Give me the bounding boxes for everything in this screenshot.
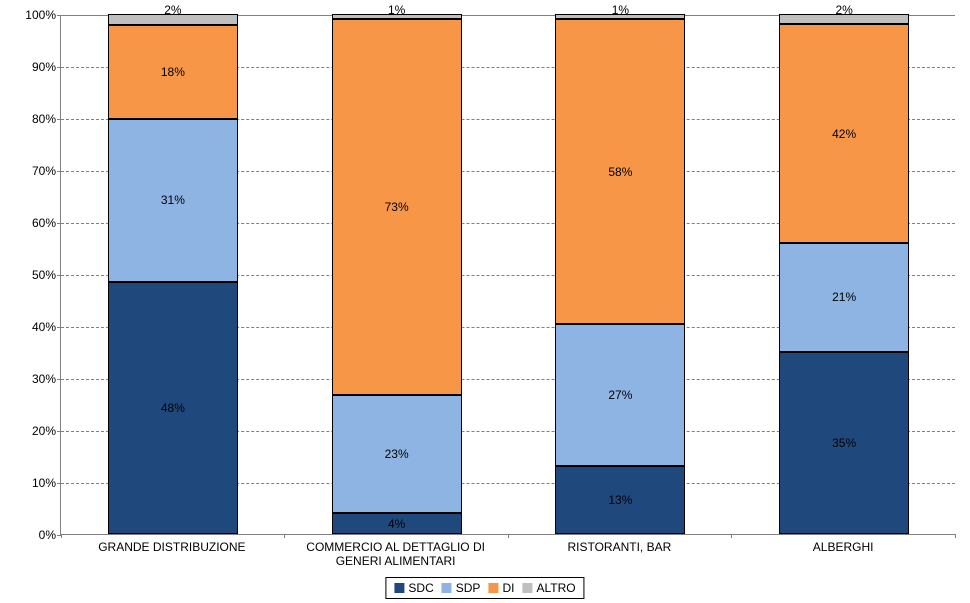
bar-group: 35% 21% 42% 2% xyxy=(779,14,909,534)
bar-segment-sdp: 31% xyxy=(108,119,238,282)
legend-label: DI xyxy=(502,581,514,595)
y-tick xyxy=(57,431,61,432)
y-axis-label: 30% xyxy=(32,372,56,386)
legend-swatch xyxy=(522,583,532,593)
x-tick xyxy=(731,534,732,538)
plot-area: 48% 31% 18% 2% 4% 23% 73% 1% 13% 27% 58% 1% 35% 21% 42… xyxy=(60,15,955,535)
bar-segment-sdp: 23% xyxy=(332,395,462,513)
x-axis-label: ALBERGHI xyxy=(731,540,955,554)
bar-segment-label: 13% xyxy=(556,493,684,507)
bar-segment-label: 35% xyxy=(780,436,908,450)
y-axis-label: 60% xyxy=(32,216,56,230)
bar-segment-label: 48% xyxy=(109,401,237,415)
bar-segment-label: 42% xyxy=(780,127,908,141)
bar-group: 4% 23% 73% 1% xyxy=(332,14,462,534)
y-tick xyxy=(57,171,61,172)
y-axis-label: 90% xyxy=(32,60,56,74)
stacked-bar-chart: 48% 31% 18% 2% 4% 23% 73% 1% 13% 27% 58% 1% 35% 21% 42… xyxy=(0,0,970,603)
bar-segment-label: 23% xyxy=(333,447,461,461)
bar-segment-di: 42% xyxy=(779,24,909,242)
x-tick xyxy=(955,534,956,538)
bar-segment-label: 1% xyxy=(556,3,684,17)
legend-swatch xyxy=(488,583,498,593)
legend-item-sdp: SDP xyxy=(442,581,481,595)
bar-segment-di: 58% xyxy=(555,19,685,324)
x-axis-label: COMMERCIO AL DETTAGLIO DI GENERI ALIMENT… xyxy=(284,540,508,568)
x-axis-label: GRANDE DISTRIBUZIONE xyxy=(60,540,284,554)
y-tick xyxy=(57,275,61,276)
bar-segment-sdp: 21% xyxy=(779,243,909,352)
legend-swatch xyxy=(442,583,452,593)
bar-segment-sdp: 27% xyxy=(555,324,685,466)
legend-item-altro: ALTRO xyxy=(522,581,575,595)
y-tick xyxy=(57,223,61,224)
y-axis-label: 10% xyxy=(32,476,56,490)
bar-segment-sdc: 48% xyxy=(108,282,238,534)
bar-segment-sdc: 13% xyxy=(555,466,685,534)
y-axis-label: 20% xyxy=(32,424,56,438)
y-tick xyxy=(57,327,61,328)
x-tick xyxy=(61,534,62,538)
bar-segment-label: 1% xyxy=(333,3,461,17)
x-tick xyxy=(508,534,509,538)
bar-segment-label: 58% xyxy=(556,165,684,179)
bar-segment-label: 27% xyxy=(556,388,684,402)
bar-segment-di: 18% xyxy=(108,25,238,120)
bar-segment-sdc: 35% xyxy=(779,352,909,534)
bar-group: 48% 31% 18% 2% xyxy=(108,14,238,534)
bar-segment-altro: 1% xyxy=(555,14,685,19)
bar-segment-altro: 2% xyxy=(779,14,909,24)
bar-segment-label: 31% xyxy=(109,193,237,207)
bar-segment-altro: 1% xyxy=(332,14,462,19)
bar-segment-label: 73% xyxy=(333,200,461,214)
legend-swatch xyxy=(394,583,404,593)
y-tick xyxy=(57,15,61,16)
bar-segment-label: 4% xyxy=(333,517,461,531)
bar-group: 13% 27% 58% 1% xyxy=(555,14,685,534)
y-axis-label: 0% xyxy=(39,528,56,542)
bar-segment-di: 73% xyxy=(332,19,462,395)
legend-label: ALTRO xyxy=(536,581,575,595)
x-tick xyxy=(284,534,285,538)
y-tick xyxy=(57,67,61,68)
y-axis-label: 40% xyxy=(32,320,56,334)
bar-segment-label: 2% xyxy=(109,3,237,17)
bar-segment-label: 18% xyxy=(109,65,237,79)
legend-label: SDP xyxy=(456,581,481,595)
bar-segment-label: 2% xyxy=(780,3,908,17)
y-tick xyxy=(57,379,61,380)
y-axis-label: 50% xyxy=(32,268,56,282)
y-axis-label: 80% xyxy=(32,112,56,126)
bar-segment-sdc: 4% xyxy=(332,513,462,534)
y-axis-label: 100% xyxy=(25,8,56,22)
x-axis-label: RISTORANTI, BAR xyxy=(508,540,732,554)
legend-item-sdc: SDC xyxy=(394,581,433,595)
bar-segment-label: 21% xyxy=(780,290,908,304)
legend-label: SDC xyxy=(408,581,433,595)
y-axis-label: 70% xyxy=(32,164,56,178)
legend-item-di: DI xyxy=(488,581,514,595)
y-tick xyxy=(57,119,61,120)
y-tick xyxy=(57,483,61,484)
bar-segment-altro: 2% xyxy=(108,14,238,25)
chart-legend: SDC SDP DI ALTRO xyxy=(385,577,584,599)
